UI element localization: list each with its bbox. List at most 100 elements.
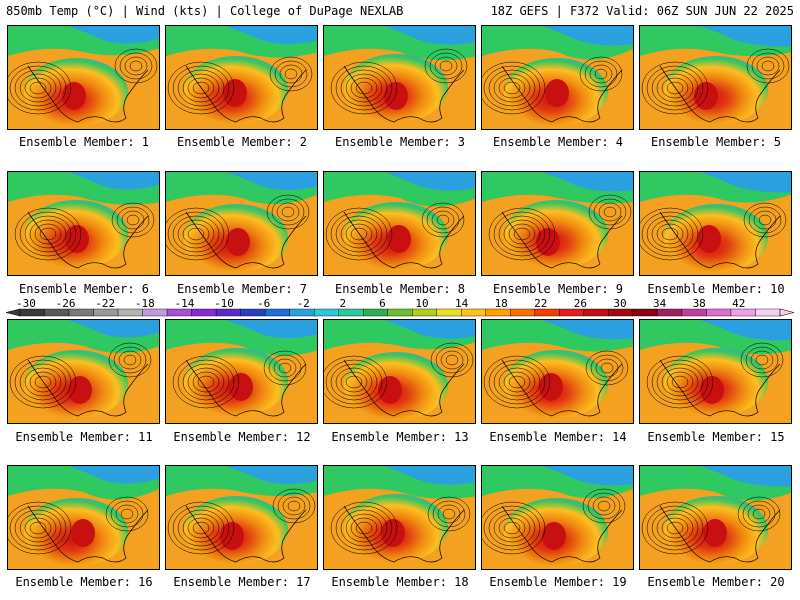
cold-airmass	[226, 320, 317, 338]
height-contour	[126, 214, 140, 226]
height-contour	[278, 362, 292, 374]
colorbar-swatch	[632, 308, 658, 317]
coastline	[501, 505, 623, 563]
height-contour	[493, 211, 551, 257]
height-contour	[116, 206, 150, 234]
colorbar-tick-label: 6	[379, 298, 386, 310]
colorbar-swatch	[583, 308, 609, 317]
height-contour	[483, 505, 541, 551]
height-contour	[594, 68, 608, 80]
height-contour	[661, 517, 689, 539]
height-contour	[19, 513, 57, 543]
height-contour	[177, 69, 225, 107]
member-label-5: Ensemble Member: 5	[650, 135, 782, 149]
coastline	[501, 211, 623, 269]
member-map-4	[481, 25, 634, 130]
coastline	[659, 211, 781, 269]
colorbar-swatch	[412, 308, 437, 317]
coastline	[27, 65, 149, 123]
height-contour	[641, 61, 709, 115]
height-contour	[345, 513, 383, 543]
height-contour	[177, 219, 215, 249]
heat-core	[384, 82, 408, 110]
colorbar-tick-label: -22	[95, 298, 115, 310]
height-contour	[593, 198, 627, 226]
height-contour	[325, 359, 383, 405]
height-contour	[437, 504, 461, 524]
heat-core	[68, 376, 92, 404]
heat-core	[700, 376, 724, 404]
cold-airmass	[542, 26, 633, 46]
height-contour	[124, 56, 148, 76]
member-map-6	[7, 171, 160, 276]
cold-airmass	[542, 172, 633, 192]
height-contour	[187, 517, 215, 539]
height-contour	[266, 194, 310, 230]
height-contour	[498, 215, 546, 253]
height-contour	[737, 496, 781, 532]
height-contour	[192, 81, 210, 95]
colorbar-tick-label: 10	[415, 298, 428, 310]
colorbar-swatch	[44, 308, 70, 317]
cold-airmass	[68, 26, 159, 44]
heat-core	[703, 519, 727, 547]
header-title: 850mb Temp (°C) | Wind (kts) | College o…	[6, 4, 404, 18]
cold-airmass	[384, 172, 475, 191]
height-contour	[488, 69, 536, 107]
colorbar-tick-label: 26	[574, 298, 587, 310]
heat-core	[545, 79, 569, 107]
height-contour	[588, 194, 632, 230]
height-contour	[745, 346, 779, 374]
height-contour	[656, 513, 694, 543]
member-map-20	[639, 465, 792, 570]
height-contour	[345, 375, 363, 389]
cold-airmass	[700, 172, 791, 193]
height-contour	[503, 219, 541, 249]
coastline	[343, 359, 465, 417]
height-contour	[118, 350, 142, 370]
colorbar-swatch	[93, 308, 119, 317]
header-valid-time: 18Z GEFS | F372 Valid: 06Z SUN JUN 22 20…	[490, 4, 794, 18]
cold-airmass	[384, 466, 475, 485]
height-contour	[483, 65, 541, 111]
height-contour	[167, 211, 225, 257]
height-contour	[488, 359, 546, 405]
colorbar-swatch	[68, 308, 94, 317]
height-contour	[271, 198, 305, 226]
height-contour	[34, 375, 52, 389]
colorbar-tick-label: -26	[56, 298, 76, 310]
colorbar-high-arrow	[779, 308, 794, 317]
coastline	[343, 505, 465, 563]
height-contour	[421, 202, 465, 238]
heat-core	[694, 82, 718, 110]
height-contour	[182, 363, 230, 401]
height-contour	[192, 371, 220, 393]
colorbar-swatch	[485, 308, 511, 317]
member-label-19: Ensemble Member: 19	[489, 575, 627, 589]
colorbar-tick-label: -14	[174, 298, 194, 310]
height-contour	[273, 358, 297, 378]
height-contour	[325, 207, 393, 261]
height-contour	[19, 73, 57, 103]
height-contour	[340, 509, 388, 547]
height-contour	[603, 206, 617, 218]
member-label-8: Ensemble Member: 8	[334, 282, 466, 296]
height-contour	[651, 219, 689, 249]
height-contour	[172, 355, 240, 409]
coastline	[27, 505, 149, 563]
height-contour	[340, 69, 388, 107]
height-contour	[34, 223, 62, 245]
height-contour	[431, 210, 455, 230]
height-contour	[498, 517, 526, 539]
colorbar-swatch	[240, 308, 266, 317]
height-contour	[579, 56, 623, 92]
colorbar-swatch	[363, 308, 388, 317]
height-contour	[330, 501, 398, 555]
height-contour	[268, 354, 302, 382]
height-contour	[340, 371, 368, 393]
member-map-17	[165, 465, 318, 570]
colorbar-tick-label: 18	[495, 298, 508, 310]
heat-core	[223, 79, 247, 107]
height-contour	[277, 492, 311, 520]
height-contour	[582, 488, 626, 524]
